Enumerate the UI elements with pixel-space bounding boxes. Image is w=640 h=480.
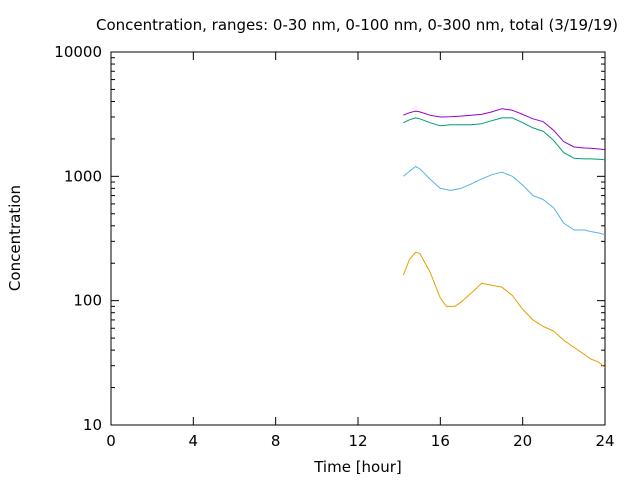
x-tick-label: 8 — [271, 432, 281, 450]
axis-ticks: 0 4 8 12 16 20 24 10 100 1000 10000 — [54, 43, 614, 450]
series-line-0 — [402, 251, 606, 368]
y-tick-label: 10000 — [54, 43, 102, 61]
x-tick-label: 12 — [348, 432, 367, 450]
series-layer — [402, 108, 606, 368]
series-line-1 — [402, 166, 606, 236]
x-tick-label: 0 — [106, 432, 116, 450]
series-line-2 — [403, 117, 606, 161]
x-tick-label: 20 — [513, 432, 532, 450]
x-tick-label: 24 — [595, 432, 614, 450]
y-tick-label: 1000 — [64, 167, 102, 185]
x-tick-label: 4 — [189, 432, 199, 450]
x-axis-label: Time [hour] — [313, 458, 402, 476]
y-tick-label: 10 — [83, 416, 102, 434]
x-tick-label: 16 — [431, 432, 450, 450]
chart-title: Concentration, ranges: 0-30 nm, 0-100 nm… — [96, 16, 618, 34]
y-tick-label: 100 — [73, 292, 102, 310]
plot-frame — [110, 51, 606, 426]
series-line-3 — [403, 108, 606, 151]
y-axis-label: Concentration — [6, 185, 24, 291]
